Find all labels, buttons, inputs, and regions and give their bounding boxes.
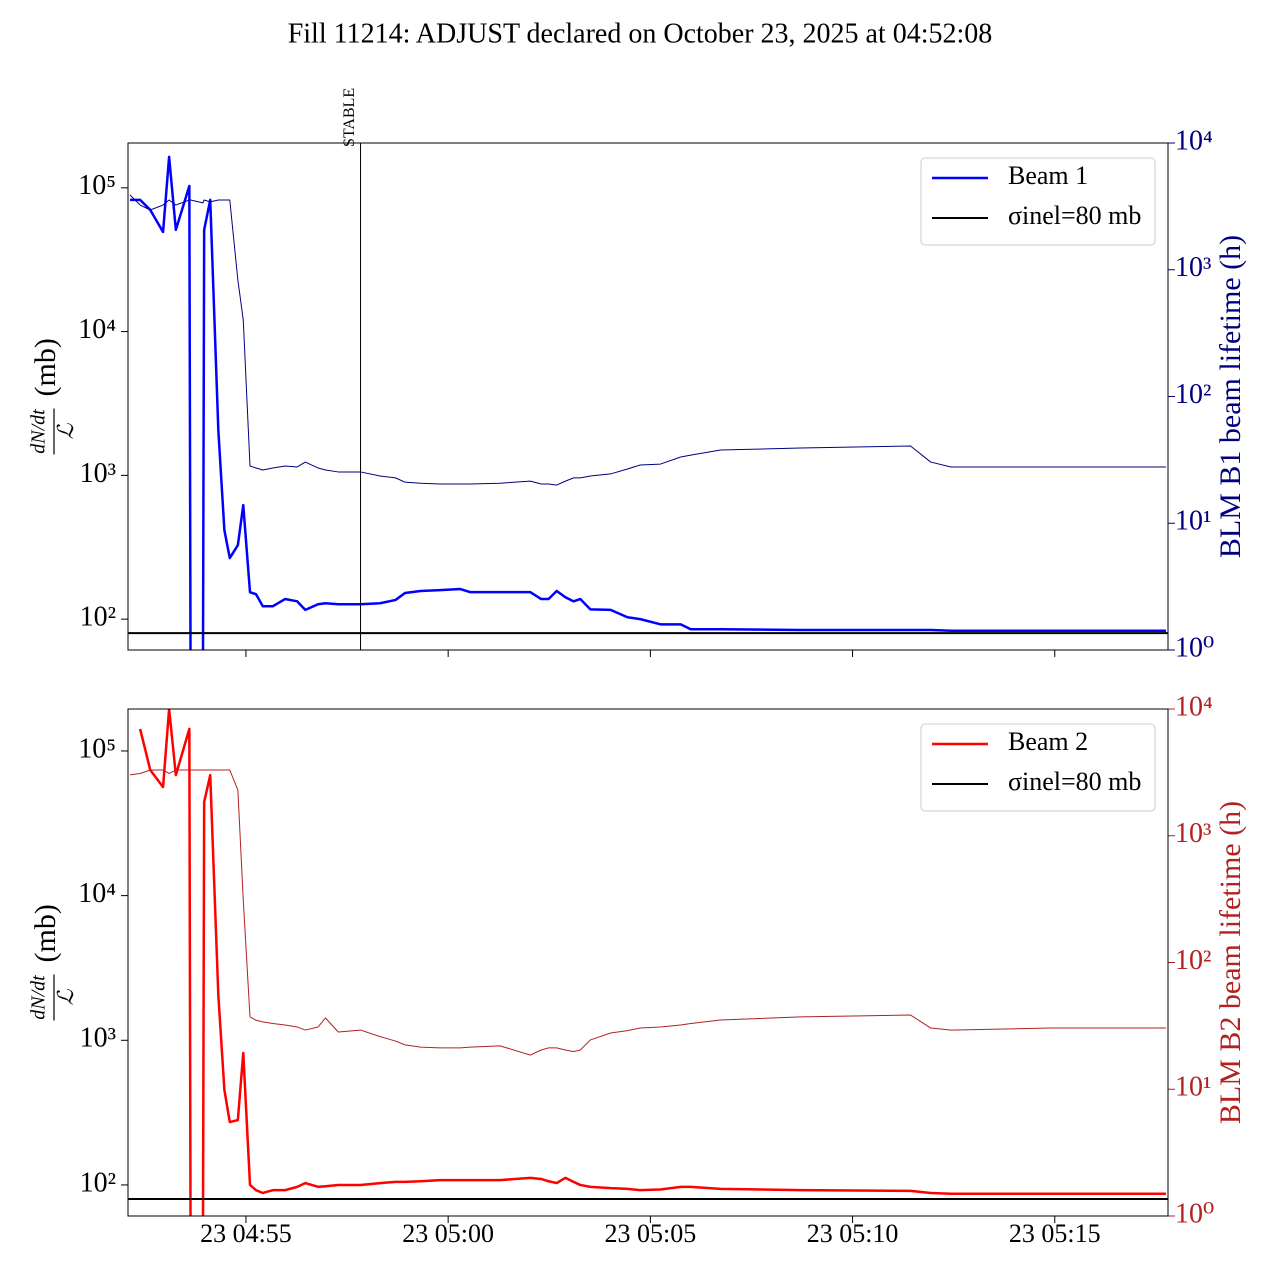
legend-box — [920, 157, 1156, 246]
y-tick-label: 10³ — [80, 458, 116, 489]
legend-label: σinel=80 mb — [1008, 767, 1141, 796]
y-tick-label: 10⁵ — [78, 733, 116, 764]
y2-axis-label: BLM B1 beam lifetime (h) — [1214, 235, 1247, 558]
y-label-unit: (mb) — [29, 338, 62, 396]
lifetime-line — [129, 194, 1166, 486]
y2-tick-label: 10¹ — [1175, 506, 1211, 537]
x-tick-label: 23 05:15 — [1009, 1219, 1101, 1248]
legend-label: Beam 1 — [1008, 161, 1088, 190]
x-tick-label: 23 05:10 — [807, 1219, 899, 1248]
plot-frame — [127, 142, 1169, 651]
y-tick-label: 10² — [80, 602, 116, 633]
y2-tick-label: 10⁴ — [1175, 125, 1213, 156]
y-tick-label: 10² — [80, 1167, 116, 1198]
beam-line — [130, 155, 1166, 650]
annotation-label: STABLE — [341, 88, 358, 147]
y2-tick-label: 10³ — [1175, 252, 1211, 283]
y2-tick-label: 10³ — [1175, 818, 1211, 849]
y-axis-label: dN/dt ℒ (mb) — [28, 338, 78, 455]
legend-label: σinel=80 mb — [1008, 201, 1141, 230]
y-tick-label: 10⁴ — [78, 314, 116, 345]
beam-line — [138, 709, 1166, 1216]
y2-tick-label: 10² — [1175, 379, 1211, 410]
legend-label: Beam 2 — [1008, 727, 1088, 756]
x-tick-label: 23 05:05 — [604, 1219, 696, 1248]
y2-tick-label: 10⁴ — [1175, 691, 1213, 722]
y2-axis-label: BLM B2 beam lifetime (h) — [1214, 801, 1247, 1124]
y2-tick-label: 10⁰ — [1175, 1198, 1214, 1229]
y2-tick-label: 10⁰ — [1175, 632, 1214, 663]
y2-tick-label: 10² — [1175, 945, 1211, 976]
x-tick-label: 23 04:55 — [200, 1219, 292, 1248]
y-label-unit: (mb) — [29, 904, 62, 962]
y-tick-label: 10⁵ — [78, 170, 116, 201]
y-axis-label: dN/dt ℒ (mb) — [28, 904, 78, 1021]
plot-area — [129, 709, 1166, 1216]
y-label-denominator: ℒ — [53, 422, 78, 439]
x-tick-label: 23 05:00 — [402, 1219, 494, 1248]
y-label-numerator: dN/dt — [28, 975, 50, 1020]
y-tick-label: 10⁴ — [78, 878, 116, 909]
legend-box — [920, 723, 1156, 812]
lifetime-line — [129, 769, 1166, 1056]
y-tick-label: 10³ — [80, 1023, 116, 1054]
y2-tick-label: 10¹ — [1175, 1072, 1211, 1103]
y-label-numerator: dN/dt — [28, 409, 50, 454]
plot-frame — [127, 708, 1169, 1217]
figure-title: Fill 11214: ADJUST declared on October 2… — [288, 18, 993, 49]
plot-area — [129, 155, 1166, 650]
y-label-denominator: ℒ — [53, 988, 78, 1005]
